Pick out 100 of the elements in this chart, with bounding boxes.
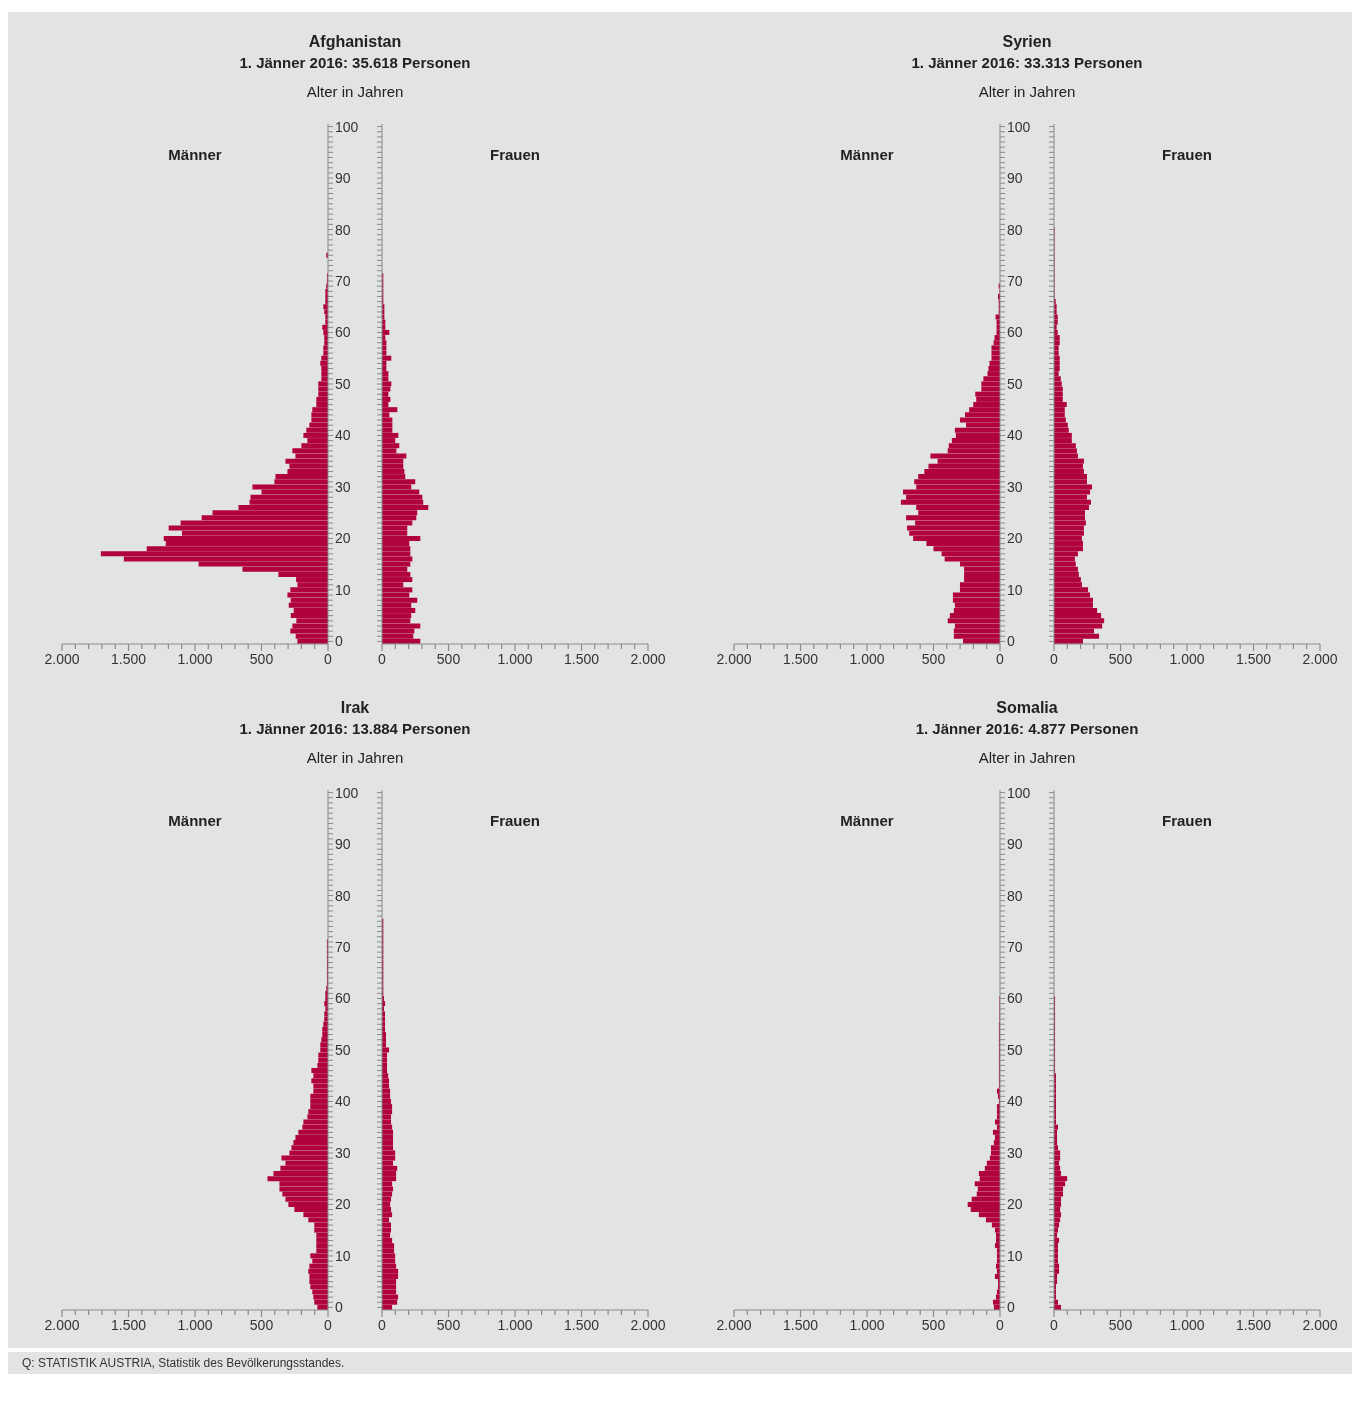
x-tick-label: 1.000 — [177, 651, 213, 667]
y-axis-title: Alter in Jahren — [977, 82, 1077, 102]
y-tick-label: 30 — [335, 1144, 351, 1161]
x-tick-label: 1.500 — [782, 651, 819, 667]
x-tick-label: 0 — [378, 651, 387, 667]
x-tick-label: 0 — [324, 1317, 333, 1333]
chart-subtitle: 1. Jänner 2016: 4.877 Personen — [914, 719, 1140, 739]
x-tick-label: 2.000 — [630, 651, 666, 667]
text: Frauen — [489, 812, 541, 829]
y-tick-label: 100 — [335, 784, 359, 801]
y-tick-label: 60 — [335, 990, 351, 1007]
x-tick-label: 1.500 — [1235, 1317, 1272, 1333]
y-tick-label: 40 — [335, 427, 351, 444]
y-tick-label: 60 — [335, 324, 351, 341]
chart-subtitle: 1. Jänner 2016: 13.884 Personen — [238, 719, 472, 739]
x-tick-label: 0 — [1050, 1317, 1059, 1333]
y-tick-label: 30 — [1007, 478, 1023, 495]
x-tick-label: 1.500 — [563, 1317, 600, 1333]
x-tick-label: 1.000 — [849, 651, 885, 667]
x-tick-label: 0 — [378, 1317, 387, 1333]
y-tick-label: 40 — [1007, 1093, 1023, 1110]
text: Q: STATISTIK AUSTRIA, Statistik des Bevölkerungsstandes. — [8, 1352, 1352, 1374]
x-tick-label: 500 — [921, 1317, 946, 1333]
y-tick-label: 0 — [1007, 1299, 1015, 1316]
x-tick-label: 1.000 — [849, 1317, 885, 1333]
x-tick-label: 500 — [921, 651, 946, 667]
y-tick-label: 0 — [1007, 633, 1015, 650]
y-tick-label: 0 — [335, 1299, 343, 1316]
y-tick-label: 100 — [1007, 784, 1031, 801]
x-tick-label: 2.000 — [44, 1317, 80, 1333]
chart-title: Afghanistan — [307, 32, 403, 52]
y-tick-label: 50 — [335, 1041, 351, 1058]
y-tick-label: 50 — [1007, 1041, 1023, 1058]
y-tick-label: 80 — [1007, 887, 1023, 904]
y-tick-label: 100 — [335, 118, 359, 135]
x-tick-label: 500 — [436, 651, 461, 667]
y-axis-title: Alter in Jahren — [305, 748, 405, 768]
y-tick-label: 80 — [335, 221, 351, 238]
x-tick-label: 2.000 — [630, 1317, 666, 1333]
y-tick-label: 20 — [1007, 1196, 1023, 1213]
x-tick-label: 500 — [1108, 651, 1133, 667]
x-tick-label: 1.500 — [110, 1317, 147, 1333]
y-tick-label: 90 — [335, 836, 351, 853]
y-tick-label: 20 — [335, 530, 351, 547]
chart-title: Irak — [339, 698, 371, 718]
x-tick-label: 2.000 — [44, 651, 80, 667]
text: Männer — [839, 146, 895, 163]
text: Frauen — [1161, 812, 1213, 829]
x-tick-label: 500 — [249, 1317, 274, 1333]
y-tick-label: 90 — [335, 170, 351, 187]
x-tick-label: 1.500 — [563, 651, 600, 667]
y-tick-label: 30 — [335, 478, 351, 495]
y-tick-label: 70 — [335, 273, 351, 289]
x-tick-label: 1.500 — [782, 1317, 819, 1333]
x-tick-label: 0 — [996, 1317, 1005, 1333]
x-tick-label: 1.500 — [1235, 651, 1272, 667]
y-tick-label: 70 — [1007, 939, 1023, 955]
y-tick-label: 20 — [335, 1196, 351, 1213]
x-tick-label: 0 — [996, 651, 1005, 667]
x-tick-label: 1.500 — [110, 651, 147, 667]
x-tick-label: 2.000 — [1302, 1317, 1338, 1333]
chart-title: Syrien — [1001, 32, 1053, 52]
y-tick-label: 40 — [1007, 427, 1023, 444]
y-tick-label: 0 — [335, 633, 343, 650]
y-tick-label: 80 — [335, 887, 351, 904]
x-tick-label: 1.000 — [1169, 1317, 1205, 1333]
y-axis-title: Alter in Jahren — [977, 748, 1077, 768]
x-tick-label: 500 — [249, 651, 274, 667]
y-tick-label: 10 — [335, 1247, 351, 1264]
x-tick-label: 0 — [1050, 651, 1059, 667]
x-tick-label: 1.000 — [177, 1317, 213, 1333]
text: Männer — [839, 812, 895, 829]
chart-subtitle: 1. Jänner 2016: 35.618 Personen — [238, 53, 472, 73]
text: Männer — [167, 812, 223, 829]
text: Frauen — [489, 146, 541, 163]
y-tick-label: 90 — [1007, 836, 1023, 853]
x-tick-label: 1.000 — [497, 651, 533, 667]
x-tick-label: 1.000 — [497, 1317, 533, 1333]
y-tick-label: 60 — [1007, 324, 1023, 341]
x-tick-label: 500 — [1108, 1317, 1133, 1333]
text: Männer — [167, 146, 223, 163]
y-tick-label: 70 — [335, 939, 351, 955]
y-tick-label: 20 — [1007, 530, 1023, 547]
y-tick-label: 80 — [1007, 221, 1023, 238]
y-tick-label: 10 — [335, 581, 351, 598]
x-tick-label: 500 — [436, 1317, 461, 1333]
y-tick-label: 10 — [1007, 1247, 1023, 1264]
y-tick-label: 50 — [335, 375, 351, 392]
x-tick-label: 2.000 — [716, 651, 752, 667]
y-axis-title: Alter in Jahren — [305, 82, 405, 102]
x-tick-label: 0 — [324, 651, 333, 667]
chart-title: Somalia — [995, 698, 1059, 718]
chart-subtitle: 1. Jänner 2016: 33.313 Personen — [910, 53, 1144, 73]
y-tick-label: 60 — [1007, 990, 1023, 1007]
y-tick-label: 30 — [1007, 1144, 1023, 1161]
y-tick-label: 90 — [1007, 170, 1023, 187]
y-tick-label: 10 — [1007, 581, 1023, 598]
y-tick-label: 50 — [1007, 375, 1023, 392]
text: Frauen — [1161, 146, 1213, 163]
x-tick-label: 2.000 — [716, 1317, 752, 1333]
